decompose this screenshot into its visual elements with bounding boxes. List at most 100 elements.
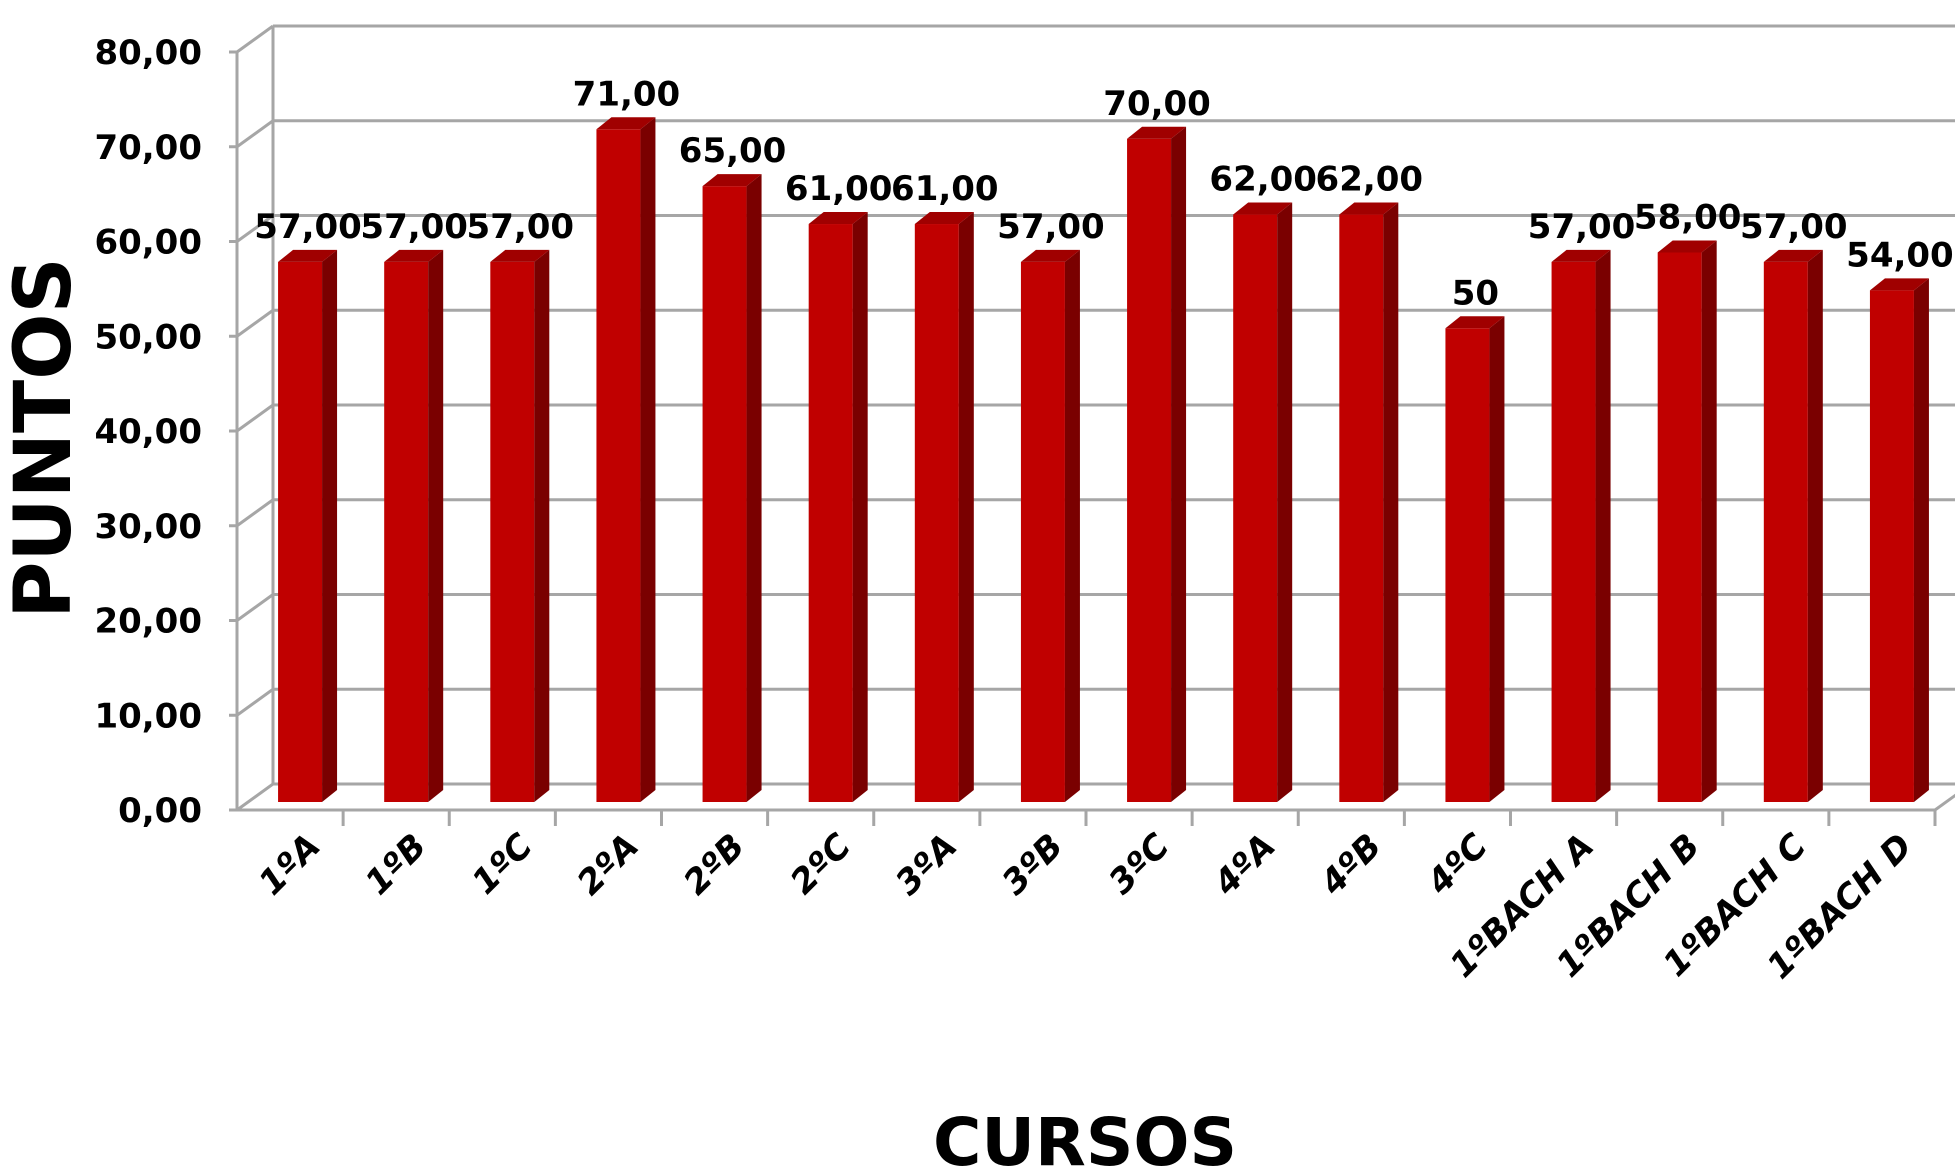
bar-side [640, 117, 656, 802]
bar-top [1339, 202, 1399, 215]
bar-top [1551, 249, 1611, 262]
bar [808, 212, 868, 802]
x-axis-title: CURSOS [933, 1104, 1237, 1175]
side-gridline [236, 309, 274, 338]
bar-side [1064, 249, 1080, 803]
data-label: 61,00 [785, 169, 893, 209]
bar-top [1233, 202, 1293, 215]
bar-top [1869, 278, 1929, 291]
bar [278, 249, 338, 803]
bar-side [1913, 278, 1929, 803]
bar-layer [278, 117, 1929, 803]
bar-side [322, 249, 338, 803]
x-tick-label: 2ºA [570, 826, 647, 903]
bar-front [1339, 214, 1384, 803]
data-label: 57,00 [254, 207, 362, 247]
x-tick-label: 3ºA [888, 826, 965, 903]
data-label: 57,00 [1740, 207, 1848, 247]
bar-front [1233, 214, 1278, 803]
y-axis-title: PUNTOS [0, 257, 89, 618]
bar-front [914, 224, 959, 802]
bar-front [1127, 138, 1172, 802]
data-label: 57,00 [1528, 207, 1636, 247]
bar [1657, 240, 1717, 802]
data-label: 62,00 [1316, 160, 1424, 200]
x-tick-label: 4ºA [1206, 826, 1284, 904]
bar [1020, 249, 1080, 803]
bar-side [1171, 126, 1187, 802]
side-gridline [236, 593, 274, 622]
bar [1551, 249, 1611, 803]
y-tick-label: 10,00 [94, 696, 202, 736]
bar-front [1445, 328, 1490, 802]
data-label: 70,00 [1103, 84, 1211, 124]
data-label: 71,00 [573, 74, 681, 114]
bar-top [1020, 249, 1080, 262]
bar-side [428, 249, 444, 803]
bar-top [808, 212, 868, 225]
data-label: 54,00 [1846, 235, 1954, 275]
side-gridline [236, 403, 274, 433]
y-tick-label: 60,00 [94, 223, 202, 263]
bar-top [1657, 240, 1717, 253]
y-tick-label: 50,00 [94, 317, 202, 357]
data-label: 57,00 [997, 207, 1105, 247]
y-tick-label: 30,00 [94, 507, 202, 547]
bar-front [1869, 290, 1914, 802]
x-tick-label: 2ºC [783, 826, 859, 902]
x-tick-label: 1ºC [464, 826, 540, 902]
y-tick-label: 80,00 [94, 33, 202, 73]
bar-front [1551, 261, 1596, 802]
bar-top [490, 249, 550, 262]
bar-front [490, 261, 535, 802]
side-gridline [236, 214, 274, 243]
bar-front [808, 224, 853, 802]
bar-side [746, 174, 762, 802]
data-label: 57,00 [360, 207, 468, 247]
side-gridline [236, 119, 274, 148]
bar-side [1701, 240, 1717, 802]
side-gridline [236, 782, 274, 812]
side-gridline [236, 24, 274, 54]
bar-side [1383, 202, 1399, 803]
bar [702, 174, 762, 802]
bar-front [1657, 252, 1702, 802]
bar-front [1020, 261, 1065, 802]
bar [1233, 202, 1293, 803]
floor-right-edge [1934, 793, 1955, 812]
side-gridline [236, 498, 274, 527]
bar-front [278, 261, 323, 802]
bar-side [852, 212, 868, 802]
bar [384, 249, 444, 803]
bar-front [596, 129, 641, 802]
data-label: 65,00 [679, 131, 787, 171]
bar [1869, 278, 1929, 803]
bar-side [1807, 249, 1823, 803]
x-tick-label: 1ºA [251, 826, 328, 903]
y-tick-label: 40,00 [94, 412, 202, 452]
x-tick-label: 3ºB [994, 826, 1071, 903]
data-label: 58,00 [1634, 197, 1742, 237]
bar-top [914, 212, 974, 225]
bar [1445, 316, 1505, 802]
bar-side [958, 212, 974, 802]
bar [490, 249, 550, 803]
bar-side [1489, 316, 1505, 802]
bar-front [384, 261, 429, 802]
bar [1339, 202, 1399, 803]
bar-top [278, 249, 338, 262]
bar-front [1763, 261, 1808, 802]
axis-layer: 0,00 10,00 20,00 30,00 40,00 50,00 60,00 70,00 8… [94, 33, 1955, 831]
bar [1763, 249, 1823, 803]
data-label: 50 [1452, 273, 1499, 313]
y-tick-label: 0,00 [118, 791, 202, 831]
x-tick-label: 2ºB [676, 826, 753, 903]
y-tick-label: 70,00 [94, 128, 202, 168]
x-tick-label: 4ºC [1419, 826, 1496, 903]
bar-front [702, 186, 747, 802]
bar [1127, 126, 1187, 802]
bar-top [1763, 249, 1823, 262]
side-gridline [236, 688, 274, 717]
data-label: 62,00 [1209, 160, 1317, 200]
